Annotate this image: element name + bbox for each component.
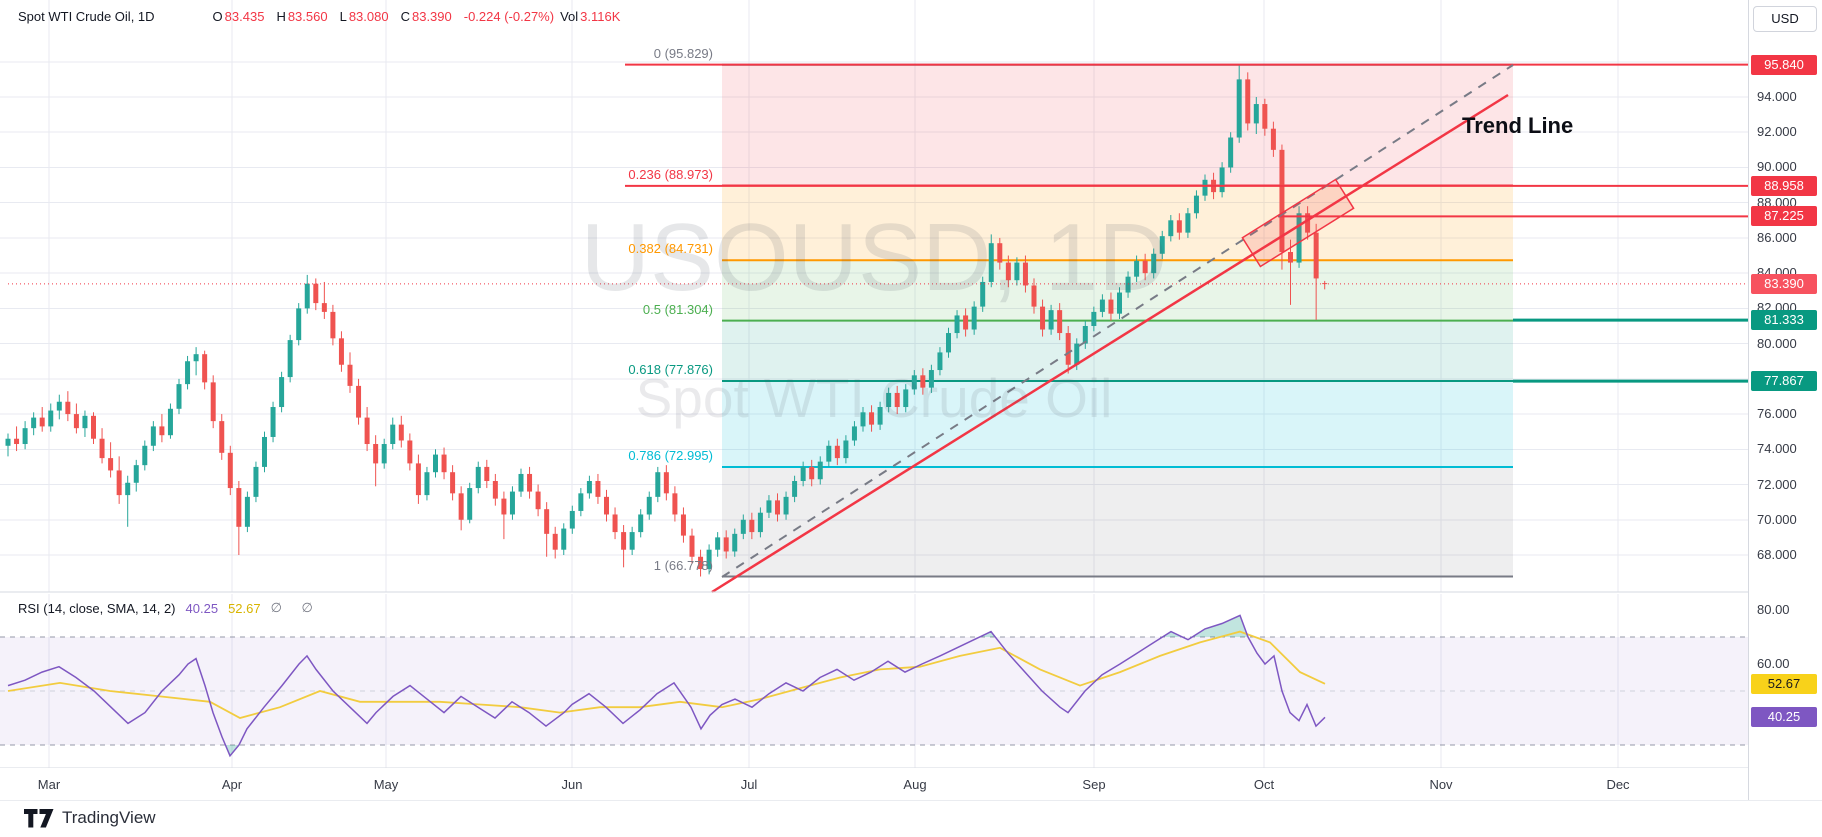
price-tick-label: 80.000 [1757,335,1797,351]
price-tick-label: 94.000 [1757,89,1797,104]
fib-level-label[interactable]: 1 (66.778) [653,557,713,573]
price-tick-label: 72.000 [1757,476,1797,492]
tradingview-logo-icon [24,808,54,827]
time-axis[interactable]: Mar Apr May Jun Jul Aug Sep Oct Nov Dec [0,768,1748,800]
time-axis-month-label: Aug [903,777,927,792]
price-tick-label: 74.000 [1757,441,1797,457]
price-tick-label: 76.000 [1757,406,1797,422]
rsi-empty-set-icons[interactable]: ∅ ∅ [270,600,321,615]
rsi-legend: RSI (14, close, SMA, 14, 2) 40.25 52.67 … [18,600,321,616]
change-value: -0.224 (-0.27%) [463,9,555,24]
price-tick-label: 86.000 [1757,229,1797,245]
price-tick-label: 70.000 [1757,511,1797,527]
tradingview-logo[interactable]: TradingView [24,808,156,828]
fib-level-label[interactable]: 0 (95.829) [653,45,713,61]
fib-level-label[interactable]: 0.382 (84.731) [628,241,713,257]
price-tick-label: 68.000 [1757,546,1797,562]
time-axis-month-label: Jun [561,777,583,792]
price-axis[interactable]: USD 94.000 92.000 90.000 88.000 86.000 84.000… [1748,0,1822,800]
rsi-value: 40.25 [185,600,219,616]
time-axis-month-label: Mar [37,777,61,792]
price-level-badge: 87.225 [1751,206,1817,227]
tradingview-logo-text: TradingView [62,808,156,827]
ohlc-low: L 83.080 [339,9,389,24]
time-axis-month-label: Nov [1429,777,1453,792]
currency-toggle-button[interactable]: USD [1753,6,1817,32]
ohlc-open: O 83.435 [212,9,265,24]
price-level-badge: 83.390 [1751,273,1817,294]
fib-level-label[interactable]: 0.5 (81.304) [642,301,713,317]
price-level-badge: 81.333 [1751,310,1817,331]
price-tick-label: 90.000 [1757,159,1797,175]
price-level-badge: 95.840 [1751,54,1817,75]
price-level-badge: 77.867 [1751,371,1817,392]
time-axis-month-label: Dec [1606,777,1630,792]
time-axis-month-label: Jul [740,777,758,792]
rsi-tick-label: 60.00 [1757,656,1790,671]
fib-level-label[interactable]: 0.618 (77.876) [628,362,713,378]
fib-level-label[interactable]: 0.236 (88.973) [628,166,713,182]
time-axis-month-label: May [373,777,399,792]
fib-level-label[interactable]: 0.786 (72.995) [628,448,713,463]
rsi-value-badge: 52.67 [1751,673,1817,694]
trend-line-annotation[interactable]: Trend Line [1462,113,1574,138]
symbol-title[interactable]: Spot WTI Crude Oil, 1D [18,9,155,24]
volume: Vol 3.116K [560,9,621,24]
time-axis-month-label: Apr [221,777,243,792]
time-axis-month-label: Oct [1253,777,1275,792]
rsi-title[interactable]: RSI (14, close, SMA, 14, 2) [18,600,176,616]
time-axis-month-label: Sep [1082,777,1106,792]
rsi-value-badge: 40.25 [1751,707,1817,728]
price-tick-label: 92.000 [1757,124,1797,140]
rsi-tick-label: 80.00 [1757,602,1790,617]
price-level-badge: 88.958 [1751,175,1817,196]
rsi-sma-value: 52.67 [228,600,261,616]
symbol-legend: Spot WTI Crude Oil, 1D O 83.435 H 83.560 L… [18,9,626,24]
ohlc-high: H 83.560 [276,9,328,24]
price-tick-label: 88.000 [1757,194,1797,210]
ohlc-close: C 83.390 [400,9,452,24]
